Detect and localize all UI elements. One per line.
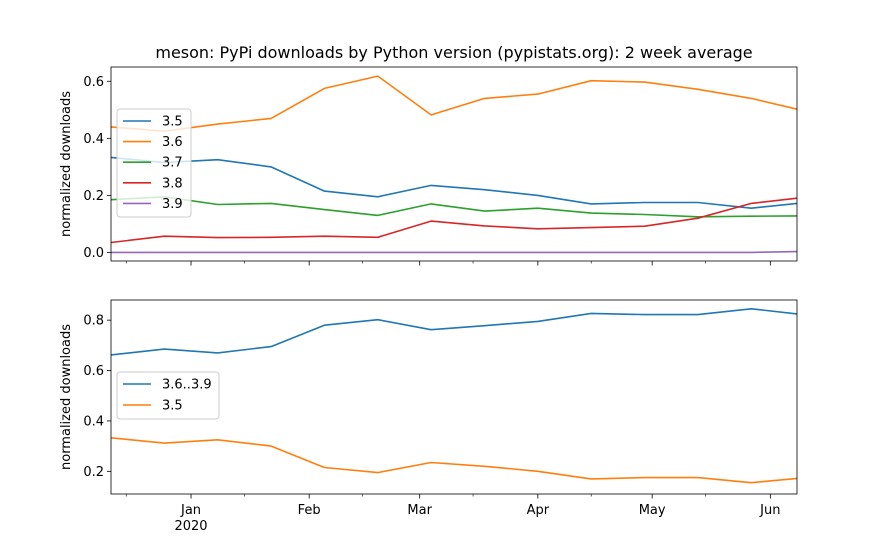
y-tick-label: 0.8 (83, 314, 104, 329)
plot-frame (110, 299, 798, 495)
legend-entry: 3.6 (162, 135, 183, 150)
legend-entry: 3.6..3.9 (162, 378, 212, 393)
series-line-3-8 (110, 197, 798, 244)
series-line-3-9 (111, 250, 798, 254)
x-tick-label: Jan 2020 (174, 503, 207, 534)
y-tick-label: 0.4 (83, 132, 104, 147)
y-tick-label: 0.6 (83, 364, 104, 379)
x-tick-label: Feb (298, 503, 321, 518)
y-tick-label: 0.2 (83, 189, 104, 204)
series-line-3-6-3-9 (110, 307, 798, 356)
y-tick-label: 0.0 (83, 246, 104, 261)
x-tick-label: Mar (407, 503, 432, 518)
legend: 3.6..3.9 3.5 (116, 371, 220, 420)
y-axis-label: normalized downloads (59, 91, 74, 237)
y-axis-label: normalized downloads (59, 324, 74, 470)
x-tick-label: Jun (759, 503, 780, 518)
y-tick-label: 0.6 (83, 75, 104, 90)
series-line-3-6 (110, 75, 798, 132)
chart-title: meson: PyPi downloads by Python version … (155, 43, 752, 62)
legend-entry: 3.9 (162, 197, 183, 212)
legend-entry: 3.5 (162, 115, 183, 130)
y-tick-label: 0.2 (83, 465, 104, 480)
x-tick-label: Apr (527, 503, 550, 518)
series-line-3-5 (110, 437, 798, 484)
series-line-3-7 (110, 196, 798, 218)
legend-entry: 3.7 (162, 156, 183, 171)
chart-panel-1: meson: PyPi downloads by Python version … (59, 43, 798, 266)
legend-box (116, 108, 192, 218)
y-tick-label: 0.4 (83, 414, 104, 429)
plot-frame (110, 66, 798, 262)
legend-entry: 3.5 (162, 399, 183, 414)
series-line-3-5 (110, 156, 798, 209)
legend: 3.5 3.6 3.7 3.8 3.9 (116, 108, 192, 218)
chart-panel-2: normalized downloads 0.2 0.4 0.6 0.8 Jan 2020 F… (59, 299, 798, 534)
x-tick-label: May (639, 503, 666, 518)
legend-entry: 3.8 (162, 176, 183, 191)
